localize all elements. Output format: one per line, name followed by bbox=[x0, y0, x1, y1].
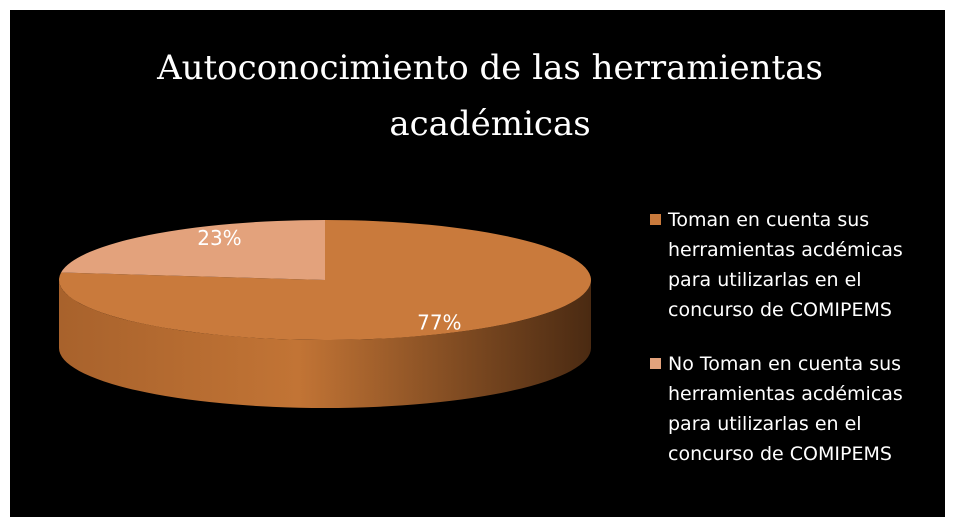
legend-swatch bbox=[650, 358, 661, 369]
pie-slice bbox=[61, 220, 325, 280]
pie-side bbox=[59, 280, 591, 408]
chart-title: Autoconocimiento de las herramientas aca… bbox=[157, 48, 823, 144]
data-label: 77% bbox=[417, 310, 461, 334]
legend-entry: Toman en cuenta sus herramientas acdémic… bbox=[650, 205, 940, 325]
legend-swatch bbox=[650, 214, 661, 225]
data-label: 23% bbox=[197, 226, 241, 250]
chart: 77% 23% Autoconocimiento de las herramien… bbox=[10, 10, 945, 517]
pie-slice bbox=[59, 220, 592, 340]
legend: Toman en cuenta sus herramientas acdémic… bbox=[650, 205, 940, 493]
legend-label: Toman en cuenta sus herramientas acdémic… bbox=[668, 209, 903, 321]
legend-label: No Toman en cuenta sus herramientas acdé… bbox=[668, 353, 903, 465]
legend-entry: No Toman en cuenta sus herramientas acdé… bbox=[650, 349, 940, 469]
pie-area: 77% 23% bbox=[59, 220, 592, 408]
